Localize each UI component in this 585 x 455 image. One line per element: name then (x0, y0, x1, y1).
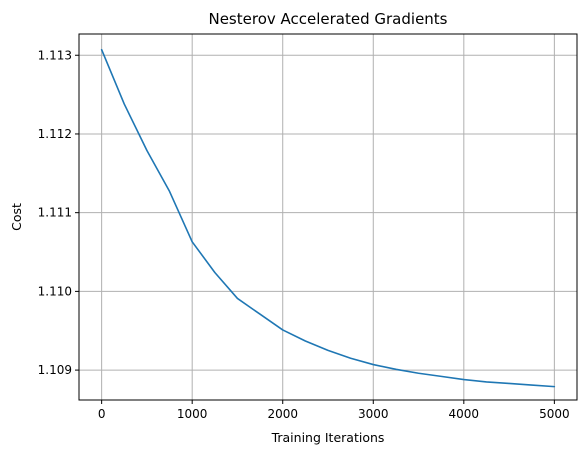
x-tick-label: 3000 (358, 407, 389, 421)
x-tick-label: 1000 (177, 407, 208, 421)
plot-frame (78, 33, 578, 401)
grid-lines (79, 34, 577, 400)
data-series (100, 48, 556, 388)
y-tick-label: 1.113 (38, 48, 72, 62)
y-axis-ticks: 1.109 1.110 1.111 1.112 1.113 (38, 48, 79, 377)
cost-series-line (100, 48, 556, 388)
x-axis-label: Training Iterations (271, 430, 385, 445)
y-tick-label: 1.109 (38, 363, 72, 377)
y-axis-label: Cost (9, 203, 24, 231)
x-axis-ticks: 0 1000 2000 3000 4000 5000 (98, 400, 570, 421)
x-tick-label: 2000 (267, 407, 298, 421)
y-tick-label: 1.111 (38, 206, 72, 220)
y-tick-label: 1.112 (38, 127, 72, 141)
x-tick-label: 0 (98, 407, 106, 421)
x-tick-label: 5000 (539, 407, 570, 421)
chart-title: Nesterov Accelerated Gradients (208, 10, 447, 28)
x-tick-label: 4000 (449, 407, 480, 421)
y-tick-label: 1.110 (38, 284, 72, 298)
